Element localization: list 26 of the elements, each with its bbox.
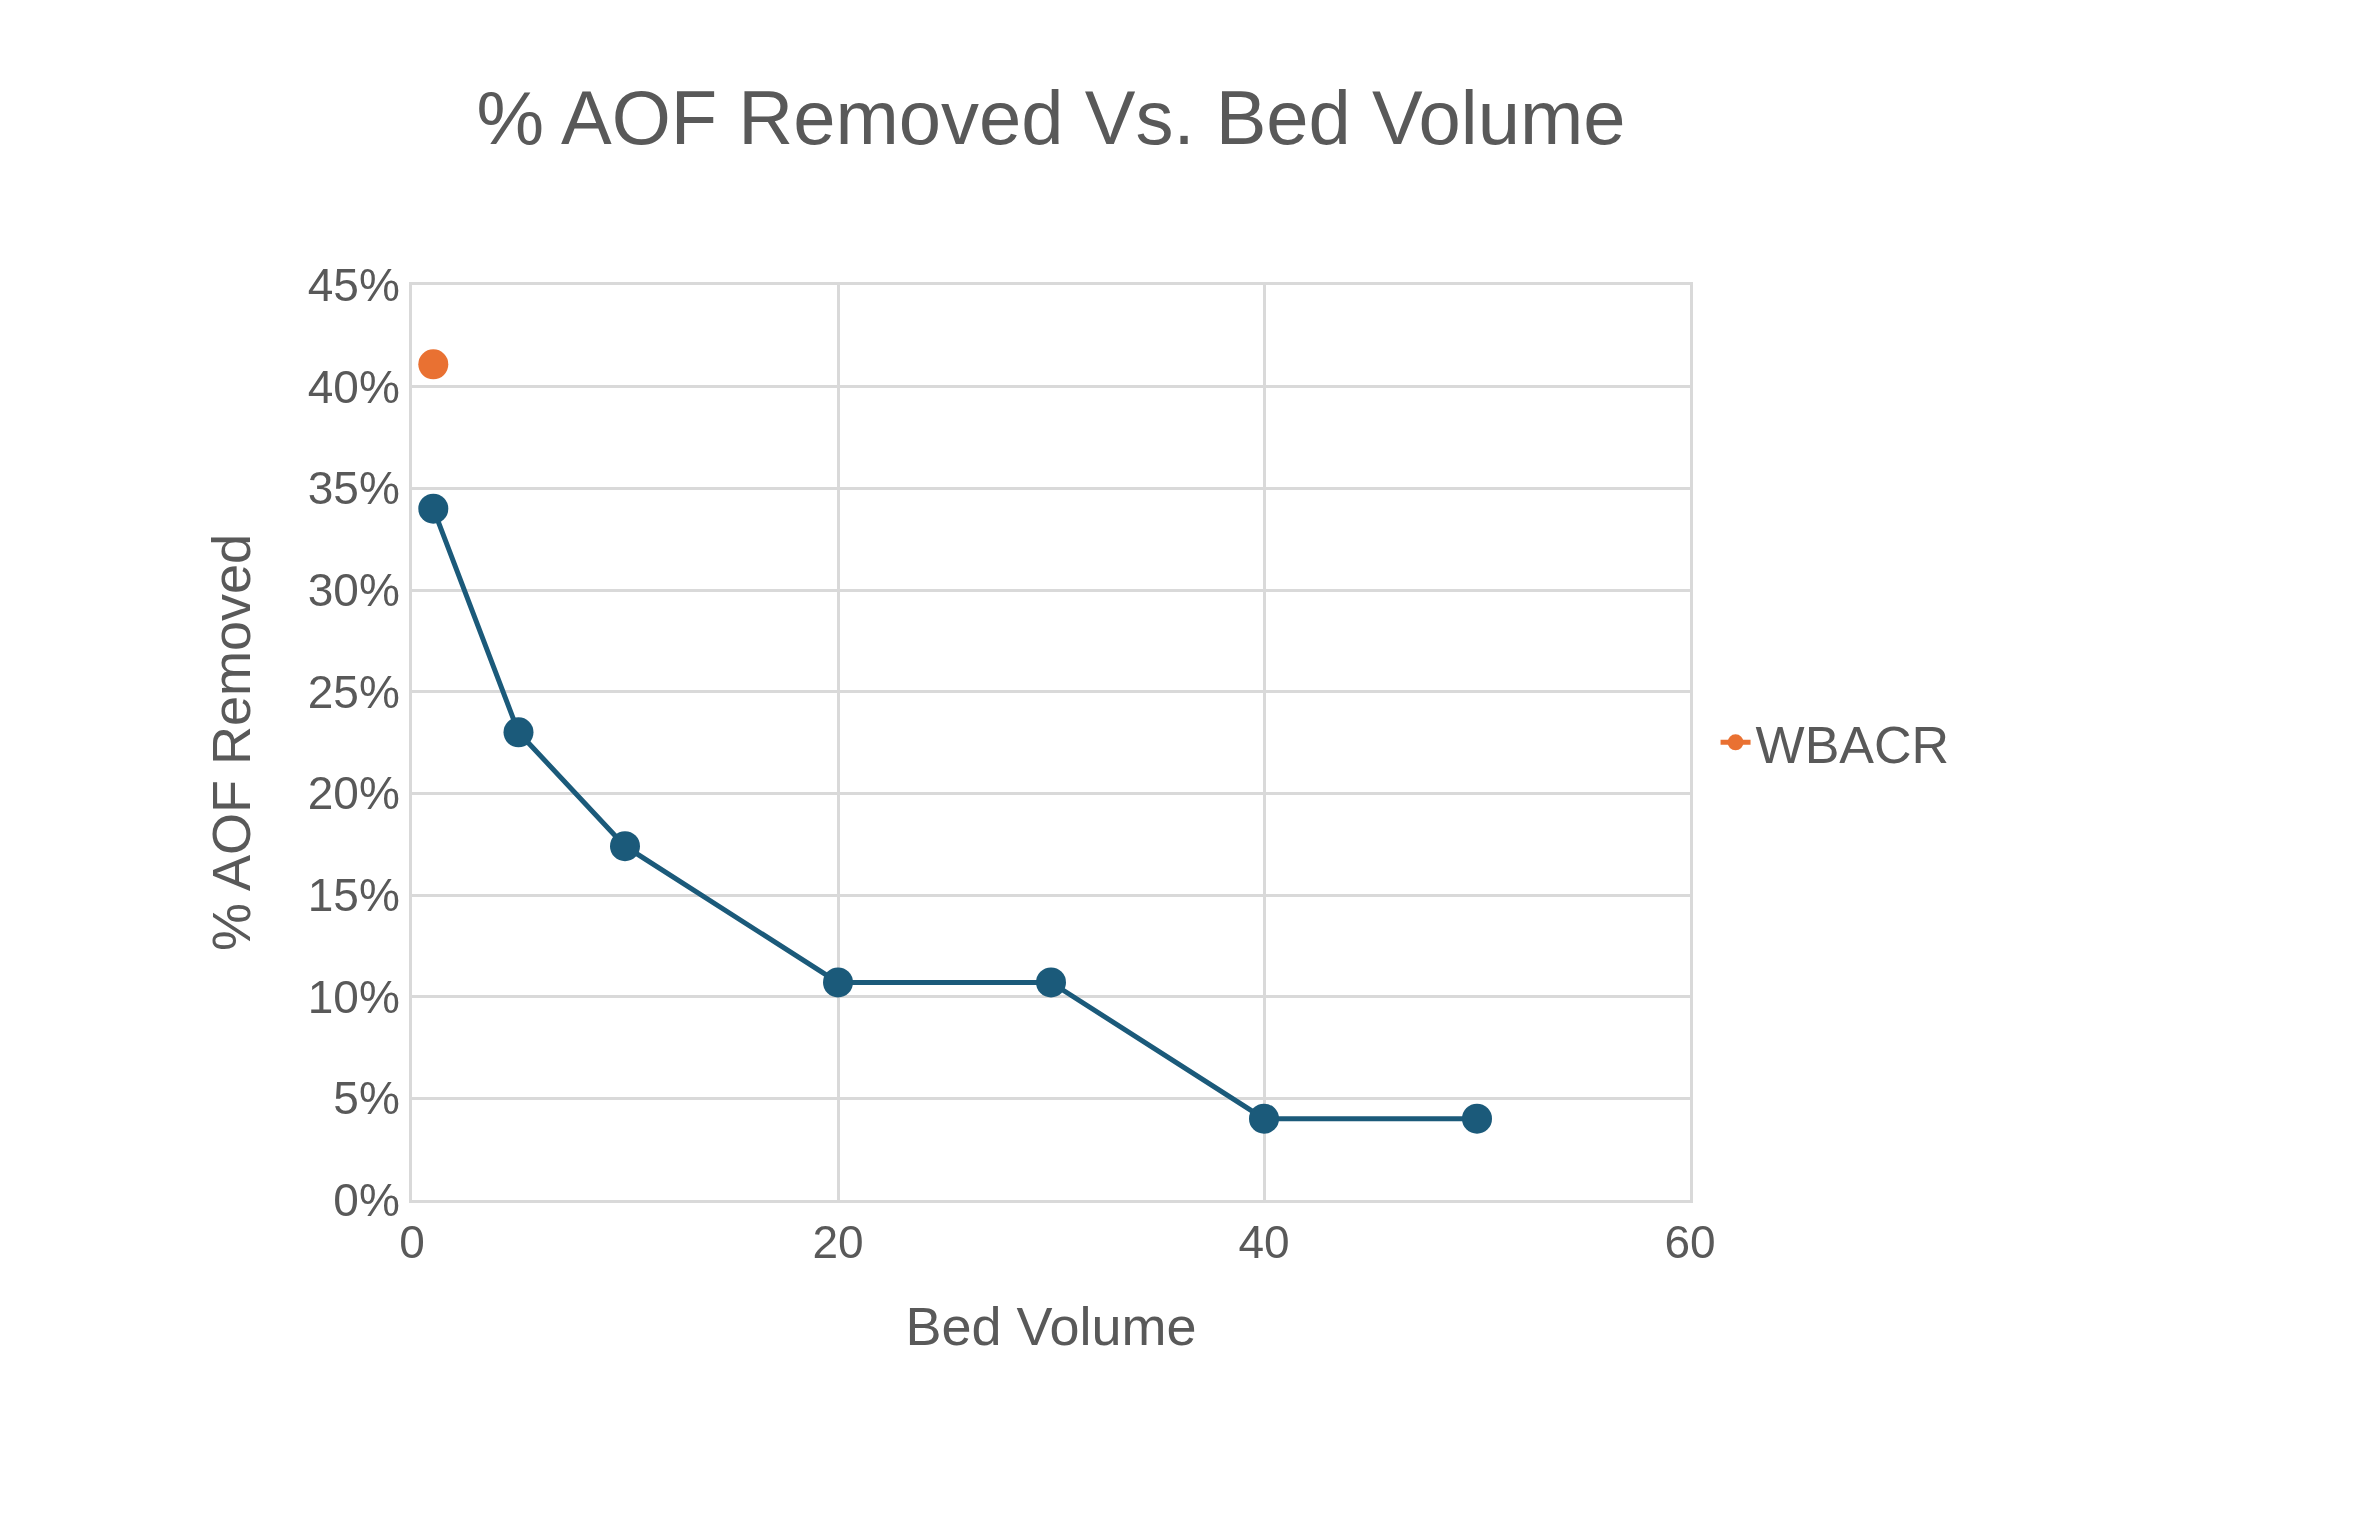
y-tick-label: 5% — [333, 1072, 400, 1125]
y-tick-label: 40% — [307, 360, 400, 413]
point — [1462, 1103, 1492, 1134]
y-tick-label: 35% — [307, 462, 400, 515]
point — [610, 831, 640, 862]
x-tick-label: 20 — [812, 1216, 864, 1269]
x-tick-label: 0 — [399, 1216, 425, 1269]
chart-title: % AOF Removed Vs. Bed Volume — [476, 75, 1626, 161]
point — [418, 349, 449, 380]
y-axis-title: % AOF Removed — [201, 533, 262, 952]
y-tick-label: 45% — [307, 259, 400, 312]
x-tick-label: 60 — [1664, 1216, 1716, 1269]
y-tick-label: 0% — [333, 1174, 400, 1227]
y-tick-label: 10% — [307, 970, 400, 1023]
point — [823, 967, 853, 998]
x-axis-title: Bed Volume — [905, 1295, 1197, 1356]
point — [1249, 1103, 1279, 1134]
point — [503, 717, 534, 748]
y-tick-label: 30% — [307, 564, 400, 617]
point — [418, 493, 449, 524]
y-tick-label: 20% — [307, 767, 400, 820]
x-tick-label: 40 — [1238, 1216, 1290, 1269]
y-tick-label: 15% — [307, 869, 400, 922]
y-tick-label: 25% — [307, 665, 400, 718]
point — [1036, 967, 1066, 998]
legend-label: WBACR — [1755, 715, 1950, 774]
